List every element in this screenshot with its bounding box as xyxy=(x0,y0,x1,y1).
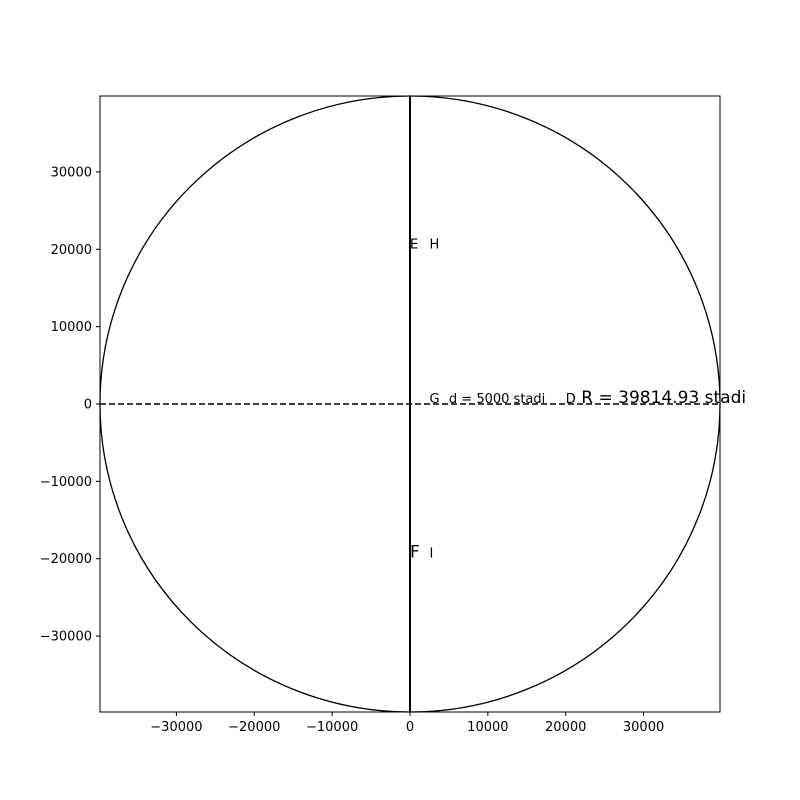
annotation-label: F xyxy=(410,543,420,563)
annotation-label: d = 5000 stadi xyxy=(449,392,545,407)
x-tick-label: 10000 xyxy=(467,720,508,735)
annotation-label: E xyxy=(410,237,418,252)
y-tick-label: 20000 xyxy=(51,243,92,258)
x-tick-label: −30000 xyxy=(150,720,202,735)
annotation-label: D xyxy=(566,392,576,407)
x-tick-label: 0 xyxy=(406,720,414,735)
annotation-label: R = 39814.93 stadi xyxy=(581,388,746,408)
y-tick-label: −30000 xyxy=(40,630,92,645)
annotation-group: E H G d = 5000 stadi D R = 39814.93 stadi F I xyxy=(410,237,746,562)
x-tick-label: 30000 xyxy=(623,720,664,735)
x-tick-label: −10000 xyxy=(306,720,358,735)
annotation-label: H xyxy=(429,237,439,252)
y-tick-label: −10000 xyxy=(40,475,92,490)
y-tick-label: 10000 xyxy=(51,320,92,335)
x-tick-label: 20000 xyxy=(545,720,586,735)
tick-group: −30000 −20000 −10000 0 10000 20000 30000 30000 2… xyxy=(40,165,665,735)
x-tick-label: −20000 xyxy=(228,720,280,735)
y-tick-label: 30000 xyxy=(51,165,92,180)
y-tick-label: 0 xyxy=(84,398,92,413)
annotation-label: G xyxy=(429,392,439,407)
y-tick-label: −20000 xyxy=(40,552,92,567)
annotation-label: I xyxy=(429,547,433,562)
